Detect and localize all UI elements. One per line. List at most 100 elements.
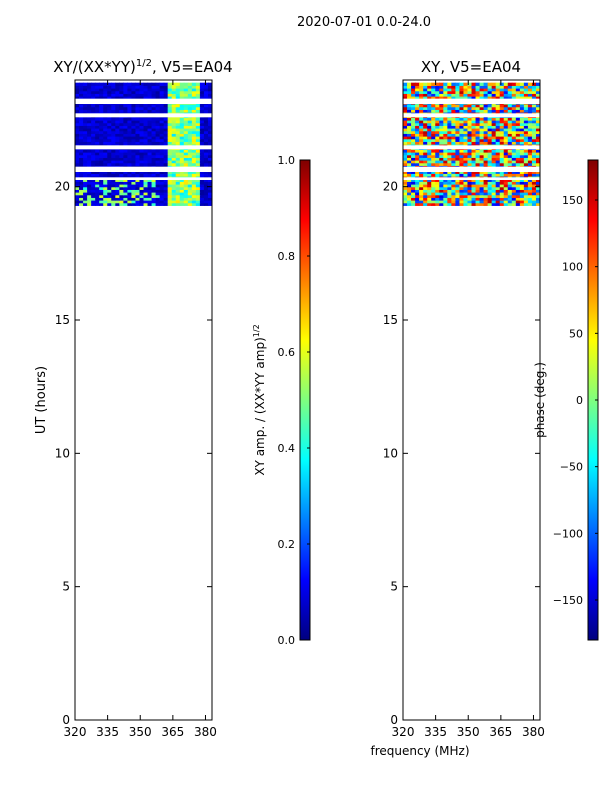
left-heatmap-cell — [79, 130, 84, 134]
right-heatmap-cell — [439, 85, 444, 89]
right-flagged-row — [403, 177, 540, 180]
left-heatmap-cell — [111, 152, 116, 156]
left-heatmap-cell — [171, 197, 177, 201]
right-heatmap-cell — [495, 154, 501, 158]
left-heatmap-cell — [171, 157, 177, 161]
left-heatmap-cell — [163, 136, 169, 140]
left-heatmap-cell — [207, 162, 212, 166]
left-heatmap-cell — [147, 189, 153, 193]
left-heatmap-cell — [199, 197, 205, 201]
left-heatmap-cell — [127, 122, 133, 126]
left-heatmap-cell — [79, 141, 84, 145]
right-heatmap-cell — [499, 88, 505, 92]
right-heatmap-cell — [455, 186, 461, 190]
left-heatmap-cell — [75, 85, 80, 89]
right-heatmap-cell — [475, 170, 481, 174]
right-heatmap-cell — [403, 96, 408, 100]
left-heatmap-cell — [75, 90, 80, 94]
left-heatmap-cell — [171, 93, 177, 97]
left-heatmap-cell — [119, 189, 124, 193]
left-heatmap-cell — [183, 109, 189, 113]
left-heatmap-cell — [179, 189, 185, 193]
left-heatmap-cell — [203, 125, 209, 129]
left-heatmap-cell — [155, 106, 161, 110]
right-heatmap-cell — [491, 82, 497, 86]
right-heatmap-cell — [483, 170, 489, 174]
right-heatmap-cell — [535, 186, 540, 190]
left-heatmap-cell — [191, 157, 197, 161]
left-heatmap-cell — [107, 194, 112, 198]
right-heatmap-cell — [519, 130, 525, 134]
left-heatmap-cell — [139, 120, 145, 124]
left-heatmap-cell — [195, 85, 201, 89]
left-heatmap-cell — [147, 106, 153, 110]
right-heatmap-cell — [459, 125, 465, 129]
right-heatmap-cell — [435, 122, 440, 126]
right-heatmap-cell — [507, 106, 513, 110]
right-heatmap-cell — [499, 178, 505, 182]
right-heatmap-cell — [431, 128, 436, 132]
right-heatmap-cell — [459, 120, 465, 124]
right-heatmap-cell — [483, 88, 489, 92]
left-heatmap-cell — [143, 186, 149, 190]
left-heatmap-cell — [179, 122, 185, 126]
left-heatmap-cell — [103, 178, 108, 182]
left-x-ticks: 320 335 350 365 380 — [64, 80, 217, 739]
left-heatmap-cell — [199, 186, 205, 190]
right-heatmap-cell — [471, 173, 477, 177]
left-heatmap-cell — [131, 117, 137, 121]
left-heatmap-cell — [203, 192, 209, 196]
left-heatmap-cell — [191, 186, 197, 190]
left-heatmap-cell — [167, 133, 173, 137]
left-heatmap-cell — [83, 133, 88, 137]
left-heatmap-cell — [123, 141, 128, 145]
left-heatmap-cell — [199, 88, 205, 92]
right-heatmap-cell — [503, 120, 509, 124]
right-heatmap-cell — [423, 136, 428, 140]
left-heatmap-cell — [199, 170, 205, 174]
left-heatmap-cell — [187, 197, 193, 201]
right-heatmap-cell — [411, 85, 416, 89]
left-heatmap-cell — [75, 96, 80, 100]
left-heatmap-cell — [127, 93, 133, 97]
right-heatmap-cell — [431, 192, 436, 196]
left-heatmap-cell — [167, 120, 173, 124]
right-heatmap-cell — [487, 194, 493, 198]
right-heatmap-cell — [423, 128, 428, 132]
left-heatmap-cell — [99, 189, 104, 193]
left-heatmap-cell — [143, 90, 149, 94]
right-heatmap-cell — [419, 157, 424, 161]
left-heatmap-cell — [163, 152, 169, 156]
right-heatmap-cell — [447, 106, 452, 110]
left-heatmap-cell — [163, 88, 169, 92]
right-heatmap-cell — [415, 120, 420, 124]
left-heatmap-cell — [179, 194, 185, 198]
left-heatmap-cell — [139, 186, 145, 190]
right-heatmap-cell — [447, 181, 452, 185]
right-heatmap-cell — [447, 122, 452, 126]
right-heatmap-cell — [435, 90, 440, 94]
right-heatmap-cell — [511, 90, 517, 94]
right-heatmap-cell — [423, 93, 428, 97]
left-heatmap-cell — [95, 162, 100, 166]
left-heatmap-cell — [103, 170, 108, 174]
left-heatmap-cell — [123, 192, 128, 196]
left-heatmap-cell — [171, 162, 177, 166]
right-heatmap-cell — [527, 192, 533, 196]
right-heatmap-cell — [451, 122, 456, 126]
left-heatmap-cell — [179, 104, 185, 108]
right-heatmap-cell — [531, 197, 537, 201]
right-heatmap-cell — [523, 133, 529, 137]
right-heatmap-cell — [507, 197, 513, 201]
left-heatmap-cell — [167, 106, 173, 110]
left-heatmap-cell — [151, 173, 157, 177]
right-heatmap-cell — [503, 109, 509, 113]
right-heatmap-cell — [451, 157, 456, 161]
left-heatmap-cell — [99, 194, 104, 198]
left-heatmap-cell — [139, 189, 145, 193]
left-heatmap-cell — [187, 200, 193, 204]
left-x-tick-label: 335 — [96, 725, 119, 739]
left-heatmap-cell — [175, 141, 181, 145]
right-heatmap-cell — [479, 152, 485, 156]
left-heatmap-cell — [151, 197, 157, 201]
